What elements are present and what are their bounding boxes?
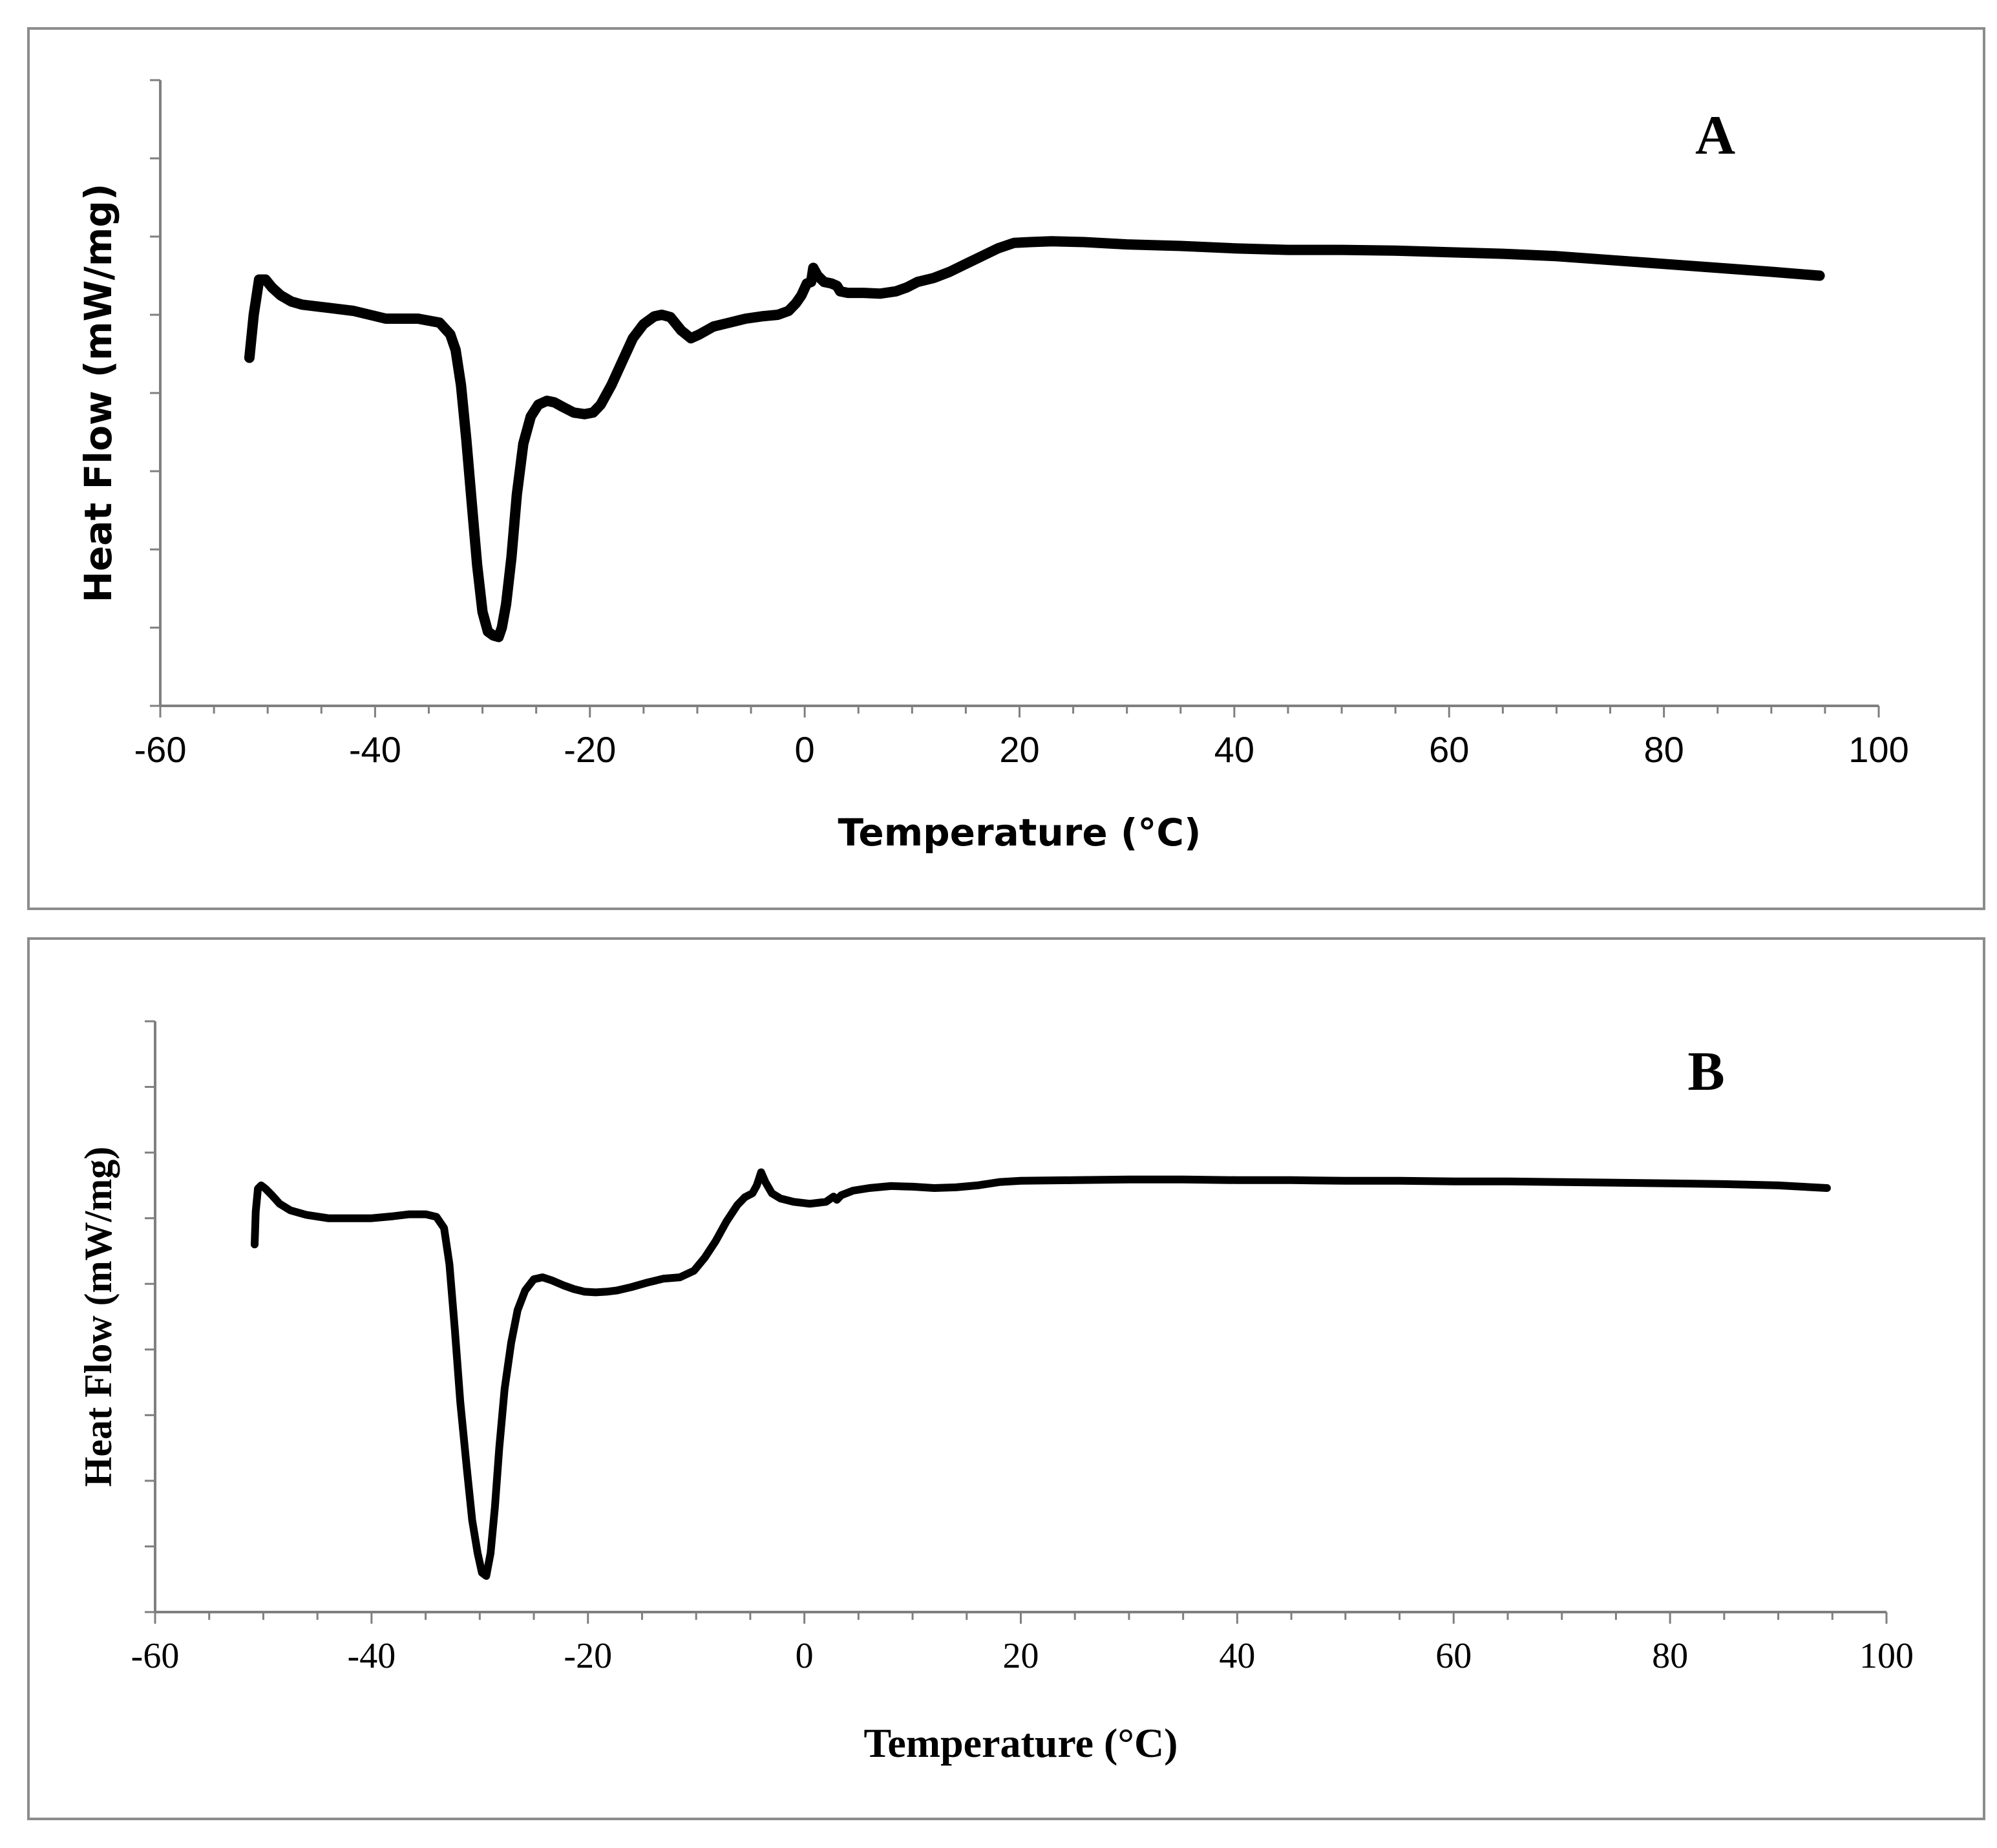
chart-b-x-tick-labels: -60 -40 -20 0 20 40 60 80 100 (131, 1636, 1914, 1676)
x-tick-label: 0 (796, 1636, 814, 1676)
x-tick-label: -20 (564, 729, 616, 770)
x-tick-label: -40 (348, 1636, 396, 1676)
x-tick-label: -20 (564, 1636, 612, 1676)
x-tick-label: 80 (1652, 1636, 1688, 1676)
chart-panel-a: -60 -40 -20 0 20 40 60 80 100 A Temperature (°C)… (27, 27, 1985, 910)
chart-a-series-line (244, 236, 1825, 643)
chart-b-y-ticks (145, 1020, 155, 1613)
chart-a-x-axis-title: Temperature (°C) (838, 811, 1201, 855)
chart-b-x-ticks (154, 1612, 1888, 1624)
x-tick-label: 100 (1848, 729, 1908, 770)
x-tick-label: -60 (134, 729, 187, 770)
chart-a-panel-label: A (1695, 104, 1735, 166)
chart-b-x-axis-title: Temperature (°C) (864, 1720, 1178, 1766)
chart-a-svg: -60 -40 -20 0 20 40 60 80 100 A Temperature (°C)… (76, 79, 1909, 855)
chart-b-panel-label: B (1687, 1040, 1724, 1102)
x-tick-label: 40 (1214, 729, 1254, 770)
chart-panel-b: -60 -40 -20 0 20 40 60 80 100 B Temperature (°C)… (27, 937, 1985, 1820)
chart-b-y-axis-title: Heat Flow (mW/mg) (77, 1147, 120, 1487)
x-tick-label: 20 (999, 729, 1039, 770)
x-tick-label: 60 (1429, 729, 1469, 770)
chart-b-svg: -60 -40 -20 0 20 40 60 80 100 B Temperature (°C)… (77, 1020, 1914, 1766)
x-tick-label: 80 (1643, 729, 1684, 770)
x-tick-label: -40 (349, 729, 401, 770)
x-tick-label: 20 (1003, 1636, 1039, 1676)
x-tick-label: 40 (1219, 1636, 1255, 1676)
chart-a-x-tick-labels: -60 -40 -20 0 20 40 60 80 100 (134, 729, 1909, 770)
x-tick-label: 100 (1859, 1636, 1914, 1676)
chart-a-y-axis-title: Heat Flow (mW/mg) (76, 184, 120, 603)
chart-b-series-line (251, 1168, 1831, 1580)
chart-a-y-ticks (150, 79, 160, 707)
chart-a-x-ticks (159, 706, 1880, 717)
x-tick-label: -60 (131, 1636, 180, 1676)
x-tick-label: 0 (795, 729, 815, 770)
x-tick-label: 60 (1435, 1636, 1472, 1676)
